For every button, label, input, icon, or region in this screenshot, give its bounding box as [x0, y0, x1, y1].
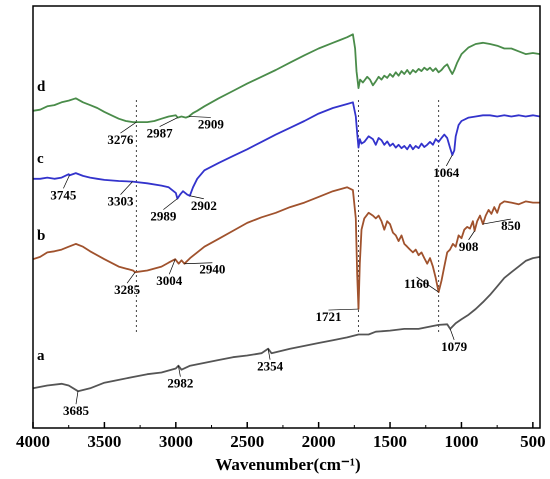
- annotation-leader: [184, 262, 213, 265]
- peak-label-2902: 2902: [191, 198, 217, 213]
- x-tick-label: 3500: [87, 432, 121, 451]
- curve-label-c: c: [37, 151, 44, 167]
- peak-label-1079: 1079: [441, 339, 468, 354]
- peak-label-2987: 2987: [147, 126, 174, 141]
- peak-label-1160: 1160: [404, 276, 429, 291]
- x-tick-label: 4000: [16, 432, 50, 451]
- annotation-leader: [63, 175, 70, 189]
- x-tick-label: 2500: [230, 432, 264, 451]
- annotation-leader: [159, 117, 178, 127]
- annotation-leader: [267, 348, 271, 360]
- peak-label-2982: 2982: [167, 376, 193, 391]
- series-b-line: [32, 186, 540, 310]
- annotation-leader: [449, 328, 455, 340]
- peak-label-908: 908: [459, 239, 479, 254]
- annotation-leader: [482, 218, 511, 225]
- x-tick-label: 2000: [302, 432, 336, 451]
- x-tick-label: 500: [520, 432, 546, 451]
- peak-label-1064: 1064: [433, 165, 460, 180]
- x-tick-label: 1500: [373, 432, 407, 451]
- peak-label-850: 850: [501, 218, 521, 233]
- plot-frame: [32, 5, 541, 429]
- x-axis-label: Wavenumber(cm⁻¹): [215, 455, 360, 474]
- annotation-leader: [126, 272, 136, 284]
- annotation-leader: [446, 154, 453, 167]
- x-tick-label: 3000: [159, 432, 193, 451]
- annotation-leader: [163, 198, 178, 210]
- curve-label-b: b: [37, 228, 45, 244]
- annotation-leader: [328, 308, 359, 311]
- peak-label-2909: 2909: [198, 116, 225, 131]
- series-d-line: [32, 33, 541, 123]
- x-tick-label: 1000: [444, 432, 478, 451]
- curve-label-a: a: [37, 348, 45, 364]
- annotation-leader: [168, 259, 176, 275]
- series-c-line: [33, 101, 541, 200]
- annotation-leader: [468, 230, 475, 241]
- series-a-line: [32, 256, 541, 393]
- peak-label-3745: 3745: [50, 187, 77, 202]
- annotation-leader: [120, 121, 137, 134]
- peak-label-1721: 1721: [315, 309, 341, 324]
- peak-label-2989: 2989: [150, 209, 177, 224]
- peak-label-3004: 3004: [156, 273, 183, 288]
- annotation-leader: [75, 391, 79, 405]
- peak-label-2354: 2354: [257, 359, 284, 374]
- annotation-leader: [188, 116, 211, 118]
- peak-label-3285: 3285: [114, 282, 141, 297]
- annotation-leader: [189, 195, 204, 200]
- peak-label-3685: 3685: [63, 403, 90, 418]
- curve-label-d: d: [37, 79, 46, 95]
- annotation-leader: [178, 365, 181, 377]
- annotation-leader: [120, 181, 133, 195]
- annotation-leader: [416, 276, 439, 293]
- peak-label-3303: 3303: [108, 194, 135, 209]
- peak-label-2940: 2940: [199, 262, 225, 277]
- peak-label-3276: 3276: [107, 132, 134, 147]
